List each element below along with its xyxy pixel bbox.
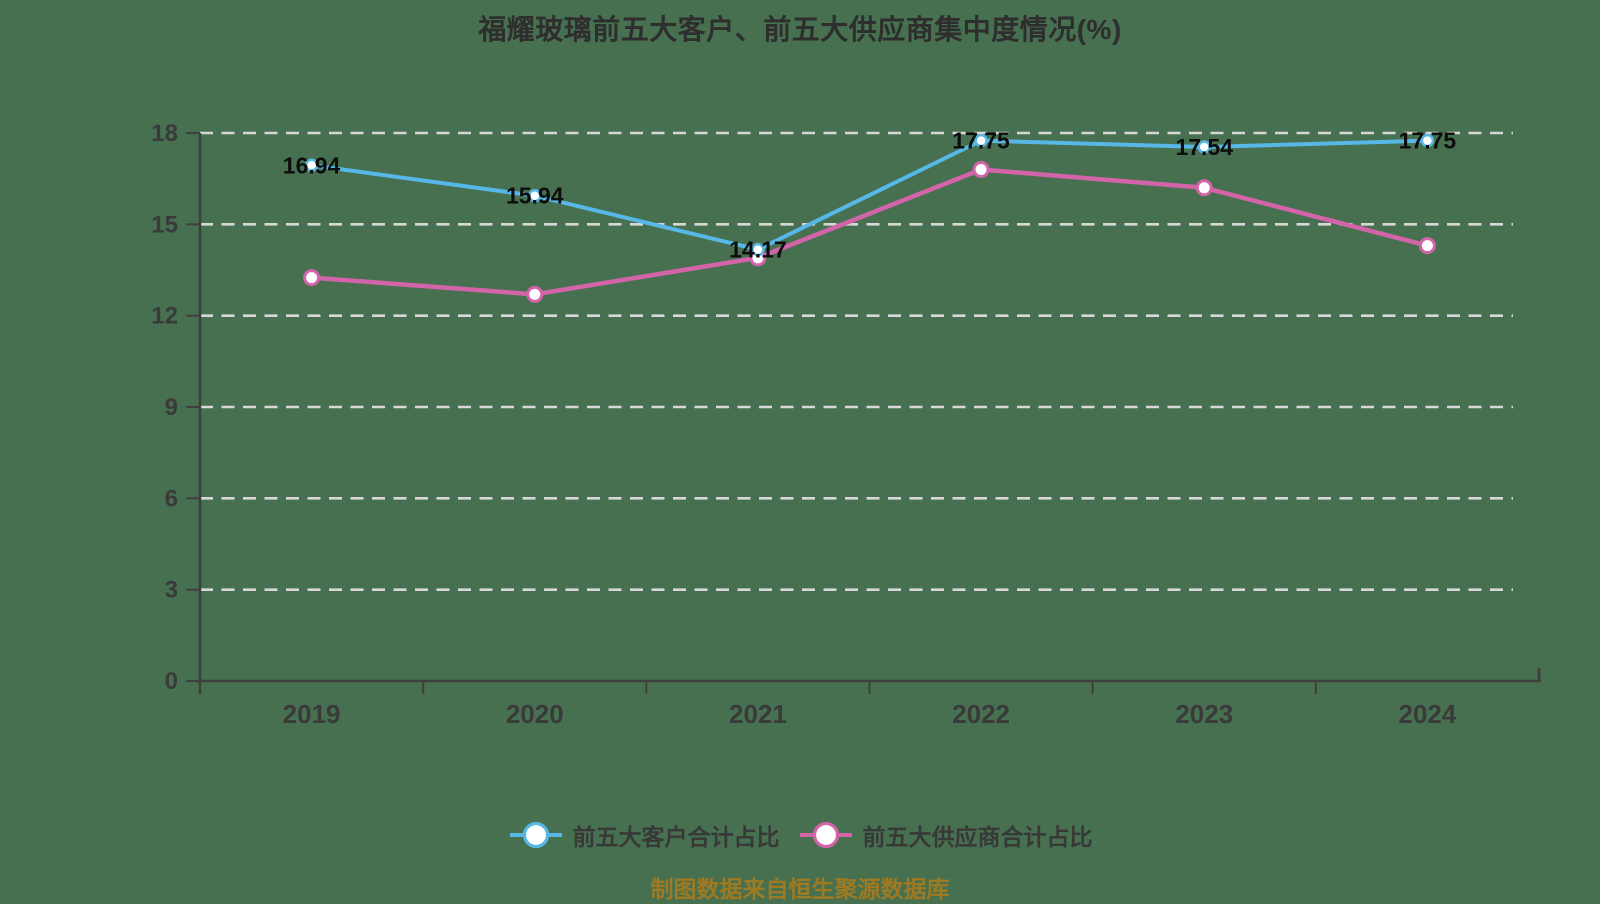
- series-0-point: [1418, 237, 1436, 255]
- legend-item-customers[interactable]: 前五大客户合计占比: [508, 818, 780, 852]
- series-1-data-label: 14.17: [729, 237, 787, 263]
- x-tick-label: 2019: [283, 699, 341, 729]
- y-tick-label: 18: [151, 120, 178, 147]
- series-1-point: [751, 242, 765, 257]
- chart-title: 福耀玻璃前五大客户、前五大供应商集中度情况(%): [478, 14, 1122, 45]
- series-0-line: [309, 167, 1430, 297]
- series-1-point: [1197, 140, 1211, 154]
- y-tick-label: 12: [151, 303, 178, 330]
- y-tick-label: 3: [165, 577, 178, 604]
- series-0-point: [526, 285, 544, 303]
- x-tick-label: 2023: [1175, 699, 1233, 729]
- series-1-data-label: 17.54: [1175, 134, 1233, 160]
- y-tick-label: 15: [151, 211, 178, 238]
- x-tick-label: 2022: [952, 699, 1010, 729]
- customer-series-legend-icon: [509, 821, 562, 849]
- line-chart: 0 3 6 9 12 15 18 2019 2020 2021 2022 2023 2024 16.94 1…: [151, 120, 1541, 729]
- chart-legend: 前五大客户合计占比 前五大供应商合计占比: [0, 818, 1600, 852]
- legend-label-suppliers: 前五大供应商合计占比: [862, 824, 1093, 850]
- series-1-data-label: 17.75: [952, 128, 1010, 154]
- source-note: 制图数据来自恒生聚源数据库: [650, 876, 950, 902]
- series-1-data-label: 16.94: [283, 152, 341, 178]
- supplier-series-legend-icon: [799, 821, 852, 849]
- x-tick-label: 2024: [1398, 699, 1456, 729]
- series-1-data-label: 17.75: [1399, 128, 1457, 154]
- series-0-point: [1195, 179, 1213, 197]
- series-1-point: [304, 158, 319, 173]
- legend-item-suppliers[interactable]: 前五大供应商合计占比: [798, 818, 1093, 852]
- series-1-point: [528, 188, 542, 203]
- x-tick-label: 2020: [506, 699, 564, 729]
- y-tick-label: 9: [165, 394, 178, 421]
- series-0-point: [303, 269, 321, 287]
- series-1-line: [309, 138, 1430, 252]
- series-1-point: [974, 133, 988, 148]
- y-tick-label: 0: [165, 668, 178, 695]
- series-1-point: [1420, 133, 1435, 148]
- x-tick-label: 2021: [729, 699, 787, 729]
- legend-label-customers: 前五大客户合计占比: [572, 824, 780, 850]
- y-tick-label: 6: [165, 485, 178, 512]
- series-0-point: [972, 161, 990, 179]
- series-1-data-label: 15.94: [506, 183, 564, 209]
